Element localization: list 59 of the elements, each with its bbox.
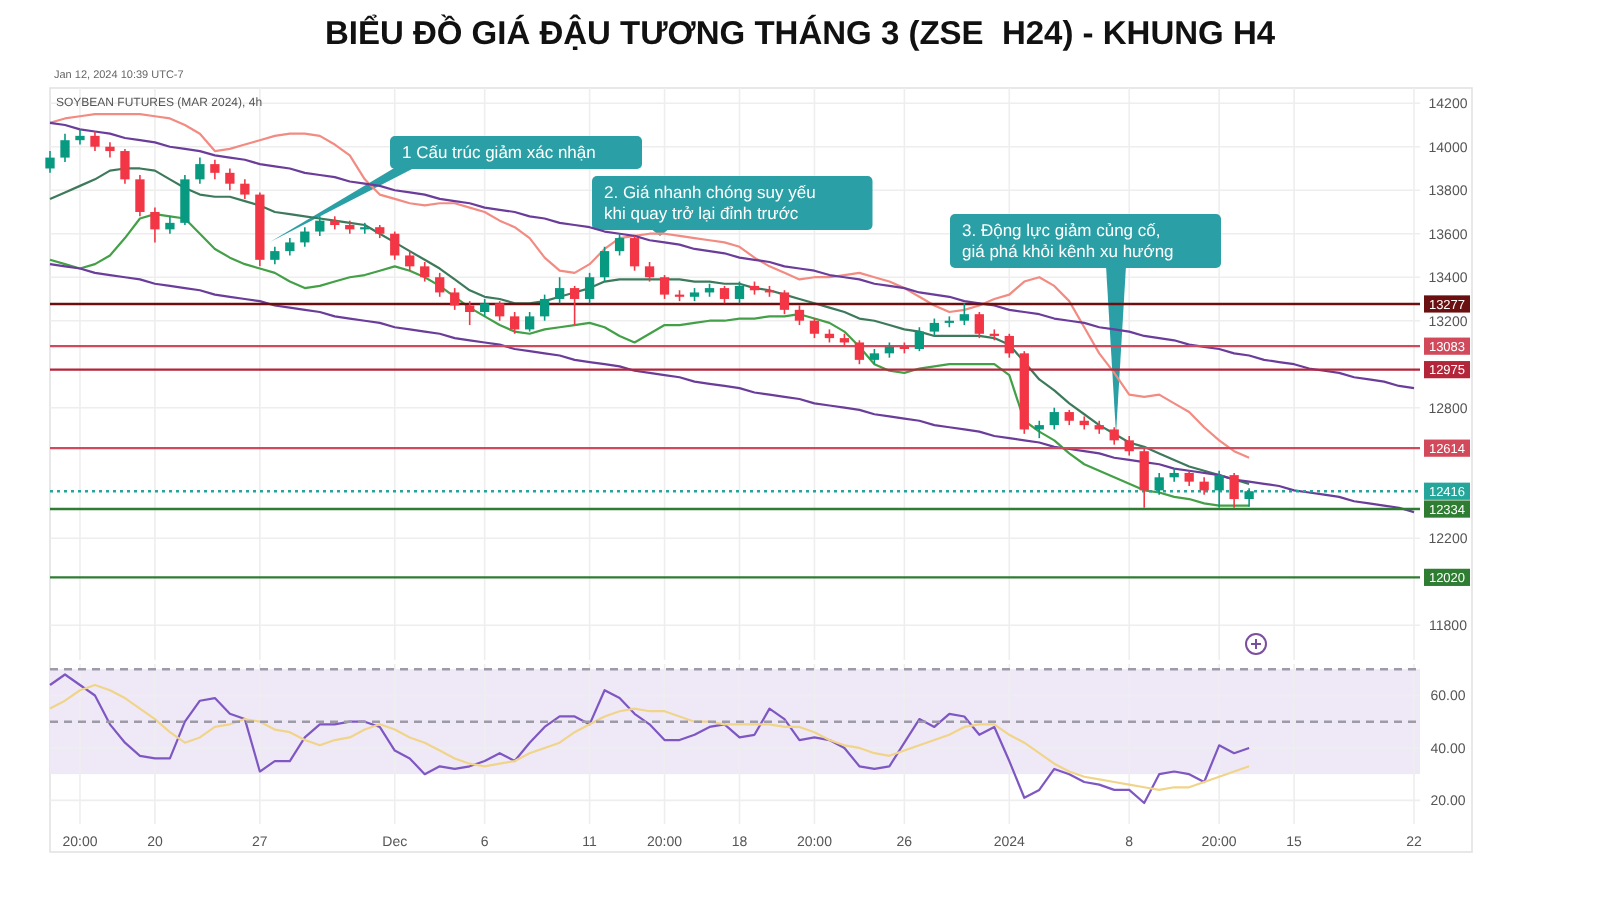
candlestick [599, 245, 610, 283]
candlestick [45, 150, 55, 174]
candlestick [584, 272, 595, 305]
annotation: 1 Cấu trúc giảm xác nhận [402, 142, 597, 162]
candlestick [420, 261, 430, 283]
candlestick [150, 206, 160, 244]
candlestick [659, 274, 670, 300]
line-series [48, 673, 1251, 805]
candlestick [405, 250, 415, 272]
chart-title: BIỂU ĐỒ GIÁ ĐẬU TƯƠNG THÁNG 3 (ZSE H24) - KHUNG H4 [324, 14, 1277, 52]
candlestick [1154, 472, 1164, 496]
candlestick [75, 128, 85, 146]
candlestick [554, 276, 565, 305]
candlestick [120, 148, 130, 185]
candlestick [195, 156, 205, 185]
annotation: 2. Giá nhanh chóng suy yếu khi quay trở lại đỉnh trước [604, 182, 817, 223]
annotation: 3. Động lực giảm củng cố, giá phá khỏi kênh xu hướng [962, 220, 1175, 261]
candlestick [959, 302, 969, 326]
candlestick [854, 339, 865, 366]
candlestick [1049, 406, 1059, 431]
candlestick [914, 326, 925, 352]
candlestick [974, 311, 984, 339]
candlestick [629, 235, 640, 272]
candlestick [60, 132, 70, 163]
candlestick [1229, 472, 1239, 509]
candlestick [450, 287, 460, 311]
candlestick [779, 289, 790, 315]
candlestick [360, 222, 370, 235]
candlestick [435, 272, 445, 298]
line-series [48, 121, 1416, 390]
candlestick [539, 293, 550, 322]
candlestick [90, 130, 100, 152]
candlestick [569, 285, 580, 326]
candlestick [614, 232, 625, 257]
candlestick [809, 317, 820, 339]
candlestick [210, 158, 220, 181]
candlestick [465, 300, 475, 326]
candlestick [180, 174, 190, 226]
candlestick [390, 230, 400, 261]
candlestick [1244, 487, 1254, 508]
candlestick [135, 174, 145, 218]
candlestick [240, 178, 250, 200]
candlestick [1214, 469, 1224, 509]
candlestick [1124, 435, 1134, 457]
line-series [48, 113, 1251, 459]
candlestick [315, 215, 325, 237]
candlestick [734, 280, 745, 305]
candlestick [644, 261, 655, 283]
line-series [48, 683, 1251, 791]
candlestick [510, 311, 520, 335]
line-series [48, 263, 1416, 514]
candlestick [1034, 419, 1044, 439]
candlestick [105, 141, 115, 159]
candlestick [794, 304, 805, 326]
candlestick [495, 300, 505, 322]
candlestick [1139, 448, 1149, 509]
candlestick [225, 167, 235, 192]
candlestick [525, 311, 535, 333]
candlestick [1004, 332, 1014, 359]
